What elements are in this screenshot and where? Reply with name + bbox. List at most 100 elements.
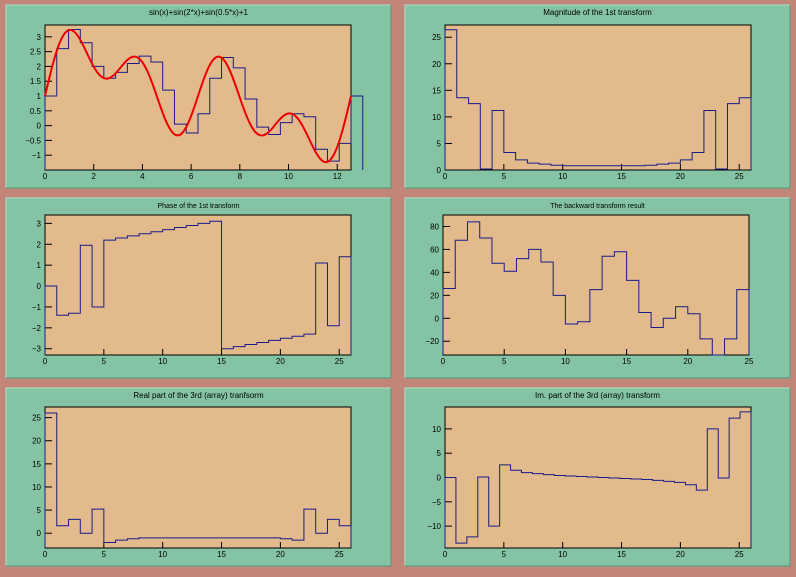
histogram-bin (543, 475, 554, 478)
histogram-bin (186, 225, 198, 286)
x-tick-label: 15 (217, 550, 226, 559)
y-tick-label: 10 (432, 425, 441, 434)
histogram-bin (685, 478, 696, 485)
y-tick-label: 0 (37, 122, 42, 131)
histogram-bin (69, 519, 81, 533)
histogram-bin (492, 263, 504, 318)
x-tick-label: 20 (683, 357, 692, 366)
histogram-bin (174, 533, 186, 538)
chart-pad-2: Magnitude of the 1st transform 0 5 10 15 20 25… (404, 4, 791, 189)
y-tick-label: −1 (32, 151, 42, 160)
y-tick-label: 20 (32, 437, 41, 446)
histogram-bin (116, 533, 128, 540)
histogram-outline (444, 29, 752, 170)
y-tick-label: 15 (32, 460, 41, 469)
histogram-bin (127, 236, 139, 286)
histogram-bin (456, 478, 467, 544)
histogram-bin (574, 166, 586, 170)
histogram-bin (210, 533, 222, 538)
histogram-bin (445, 478, 456, 479)
chart-title: Real part of the 3rd (array) tranfsorm (133, 391, 264, 400)
histogram-bin (553, 295, 565, 318)
y-axis: 0 5 10 15 20 25 (432, 33, 452, 175)
histogram-bin (718, 478, 729, 479)
histogram-bin (633, 166, 645, 170)
histogram-bin (539, 164, 551, 170)
histogram-bin (174, 124, 186, 125)
histogram-bin (737, 290, 749, 319)
chart-title: sin(x)+sin(2*x)+sin(0.5*x)+1 (149, 8, 248, 17)
x-tick-label: 20 (276, 357, 285, 366)
y-tick-label: 20 (432, 60, 441, 69)
histogram-bin (651, 318, 663, 327)
histogram-bin (692, 152, 704, 170)
histogram-bin (622, 166, 634, 170)
histogram-bin (163, 90, 175, 126)
histogram-bin (467, 478, 478, 537)
x-tick-label: 25 (735, 550, 744, 559)
histogram-bin (151, 232, 163, 286)
y-tick-label: −2 (32, 324, 42, 333)
histogram-bin (292, 533, 304, 540)
histogram-bin (339, 257, 351, 286)
histogram-bin (664, 478, 675, 482)
histogram-bin (316, 263, 328, 286)
y-tick-label: 80 (430, 222, 439, 231)
chart-title: Im. part of the 3rd (array) transform (535, 391, 660, 400)
histogram-bin (598, 478, 609, 479)
histogram-bin (554, 476, 565, 478)
histogram-bin (469, 104, 481, 170)
histogram-bin (516, 160, 528, 170)
histogram-bin (210, 78, 222, 125)
histogram-bin (725, 318, 737, 339)
y-tick-label: −10 (427, 522, 441, 531)
histogram-bin (269, 286, 281, 340)
x-tick-label: 0 (441, 357, 446, 366)
x-tick-label: 6 (189, 172, 194, 181)
histogram-bin (57, 286, 69, 315)
histogram-bin (457, 98, 469, 170)
y-tick-label: 40 (430, 268, 439, 277)
x-tick-label: 25 (745, 357, 754, 366)
histogram-bin (590, 290, 602, 319)
histogram-outline (442, 221, 750, 356)
histogram-bin (198, 223, 210, 286)
histogram-bin (280, 123, 292, 126)
histogram-bin (116, 72, 128, 125)
y-tick-label: 3 (37, 219, 42, 228)
y-tick-label: 0 (437, 474, 442, 483)
x-tick-label: 15 (622, 357, 631, 366)
plot-frame (44, 214, 352, 356)
histogram-outline (44, 412, 352, 548)
histogram-bin (511, 470, 522, 477)
histogram-bin (327, 286, 339, 326)
plot-frame (442, 214, 750, 356)
y-tick-label: 2.5 (30, 48, 42, 57)
histogram-bin (57, 49, 69, 126)
histogram-bin (565, 318, 577, 324)
histogram-bin (704, 111, 716, 170)
y-tick-label: 1 (37, 261, 42, 270)
histogram-bin (669, 163, 681, 170)
histogram-bin (174, 228, 186, 287)
histogram-outline (44, 220, 352, 355)
y-tick-label: −20 (425, 337, 439, 346)
histogram-bin (222, 286, 234, 349)
x-tick-label: 12 (333, 172, 342, 181)
y-tick-label: 2 (37, 240, 42, 249)
histogram-bin (578, 318, 590, 321)
histogram-bin (639, 313, 651, 319)
pad-bevel-dark (405, 5, 791, 189)
y-tick-label: 5 (437, 139, 442, 148)
y-axis: 0 5 10 15 20 25 (32, 414, 52, 538)
pad-bevel-light (5, 387, 391, 566)
chart-pad-5: Real part of the 3rd (array) tranfsorm 0 5… (5, 387, 392, 567)
y-tick-label: 25 (32, 414, 41, 423)
y-tick-label: 0.5 (30, 107, 42, 116)
y-tick-label: 10 (32, 483, 41, 492)
y-tick-label: 0 (37, 529, 42, 538)
histogram-bin (700, 318, 712, 339)
histogram-bin (627, 280, 639, 318)
histogram-bin (327, 519, 339, 533)
